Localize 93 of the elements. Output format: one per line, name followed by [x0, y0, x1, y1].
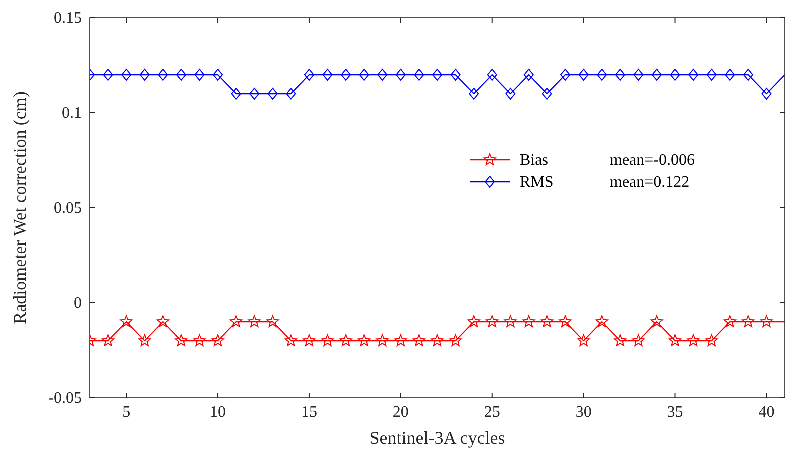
point — [156, 316, 170, 328]
point — [596, 316, 608, 328]
point — [322, 334, 334, 346]
point — [120, 316, 133, 328]
point — [541, 316, 554, 328]
point — [706, 69, 717, 81]
point — [176, 69, 186, 81]
y-tick-label: 0.1 — [62, 105, 82, 122]
point — [760, 316, 773, 328]
point — [194, 334, 206, 346]
y-axis-title: Radiometer Wet correction (cm) — [10, 92, 30, 324]
point — [724, 316, 736, 328]
point — [266, 316, 280, 328]
point — [231, 88, 242, 100]
point — [250, 88, 260, 100]
point — [378, 69, 388, 81]
point — [706, 334, 718, 346]
point — [394, 334, 408, 346]
point — [158, 69, 168, 81]
point — [284, 334, 298, 346]
legend-label: RMS — [520, 174, 554, 191]
x-tick-label: 35 — [667, 404, 684, 421]
point — [414, 69, 424, 81]
point — [524, 69, 534, 81]
point — [194, 69, 205, 81]
point — [359, 69, 370, 81]
point — [634, 69, 644, 81]
point — [578, 334, 590, 346]
point — [762, 88, 772, 100]
point — [522, 316, 536, 328]
point — [103, 69, 114, 81]
legend-label: Bias — [520, 152, 548, 169]
annotation: mean=0.122 — [610, 174, 690, 191]
point — [650, 316, 664, 328]
point — [450, 334, 462, 346]
point — [140, 69, 150, 81]
point — [341, 69, 352, 81]
point — [303, 334, 316, 346]
y-tick-label: 0.15 — [54, 10, 82, 27]
point — [212, 334, 224, 346]
annotation: mean=-0.006 — [610, 152, 695, 169]
x-tick-label: 15 — [301, 404, 318, 421]
point — [376, 334, 389, 346]
point — [304, 69, 314, 81]
point — [468, 316, 480, 328]
point — [230, 316, 243, 328]
point — [358, 334, 371, 346]
point — [559, 316, 572, 328]
point — [542, 88, 552, 100]
point — [506, 88, 516, 100]
point — [614, 334, 627, 346]
x-tick-label: 10 — [210, 404, 226, 421]
point — [175, 334, 188, 346]
point — [340, 334, 352, 346]
point — [450, 69, 461, 81]
point — [486, 316, 499, 328]
point — [632, 334, 645, 346]
point — [670, 69, 680, 81]
point — [248, 316, 261, 328]
point — [743, 69, 754, 81]
point — [615, 69, 626, 81]
point — [213, 69, 224, 81]
x-tick-label: 30 — [576, 404, 592, 421]
point — [102, 334, 114, 346]
point — [597, 69, 608, 81]
x-tick-label: 25 — [484, 404, 500, 421]
point — [396, 69, 406, 81]
point — [432, 69, 442, 81]
point — [268, 88, 278, 100]
point — [578, 69, 589, 81]
point — [725, 69, 736, 81]
y-tick-label: 0 — [74, 295, 82, 312]
y-tick-label: -0.05 — [48, 390, 82, 407]
point — [286, 88, 296, 100]
point — [560, 69, 571, 81]
point — [652, 69, 662, 81]
point — [688, 69, 699, 81]
y-tick-label: 0.05 — [54, 200, 82, 217]
point — [431, 334, 444, 346]
point — [742, 316, 755, 328]
point — [122, 69, 132, 81]
x-tick-label: 20 — [392, 404, 409, 421]
point — [469, 88, 480, 100]
point — [413, 334, 426, 346]
x-axis-title: Sentinel-3A cycles — [370, 428, 506, 448]
x-tick-label: 5 — [122, 404, 131, 421]
point — [504, 316, 517, 328]
point — [669, 334, 682, 346]
point — [322, 69, 333, 81]
point — [138, 334, 152, 346]
x-tick-label: 40 — [758, 404, 775, 421]
point — [487, 69, 498, 81]
point — [687, 334, 700, 346]
